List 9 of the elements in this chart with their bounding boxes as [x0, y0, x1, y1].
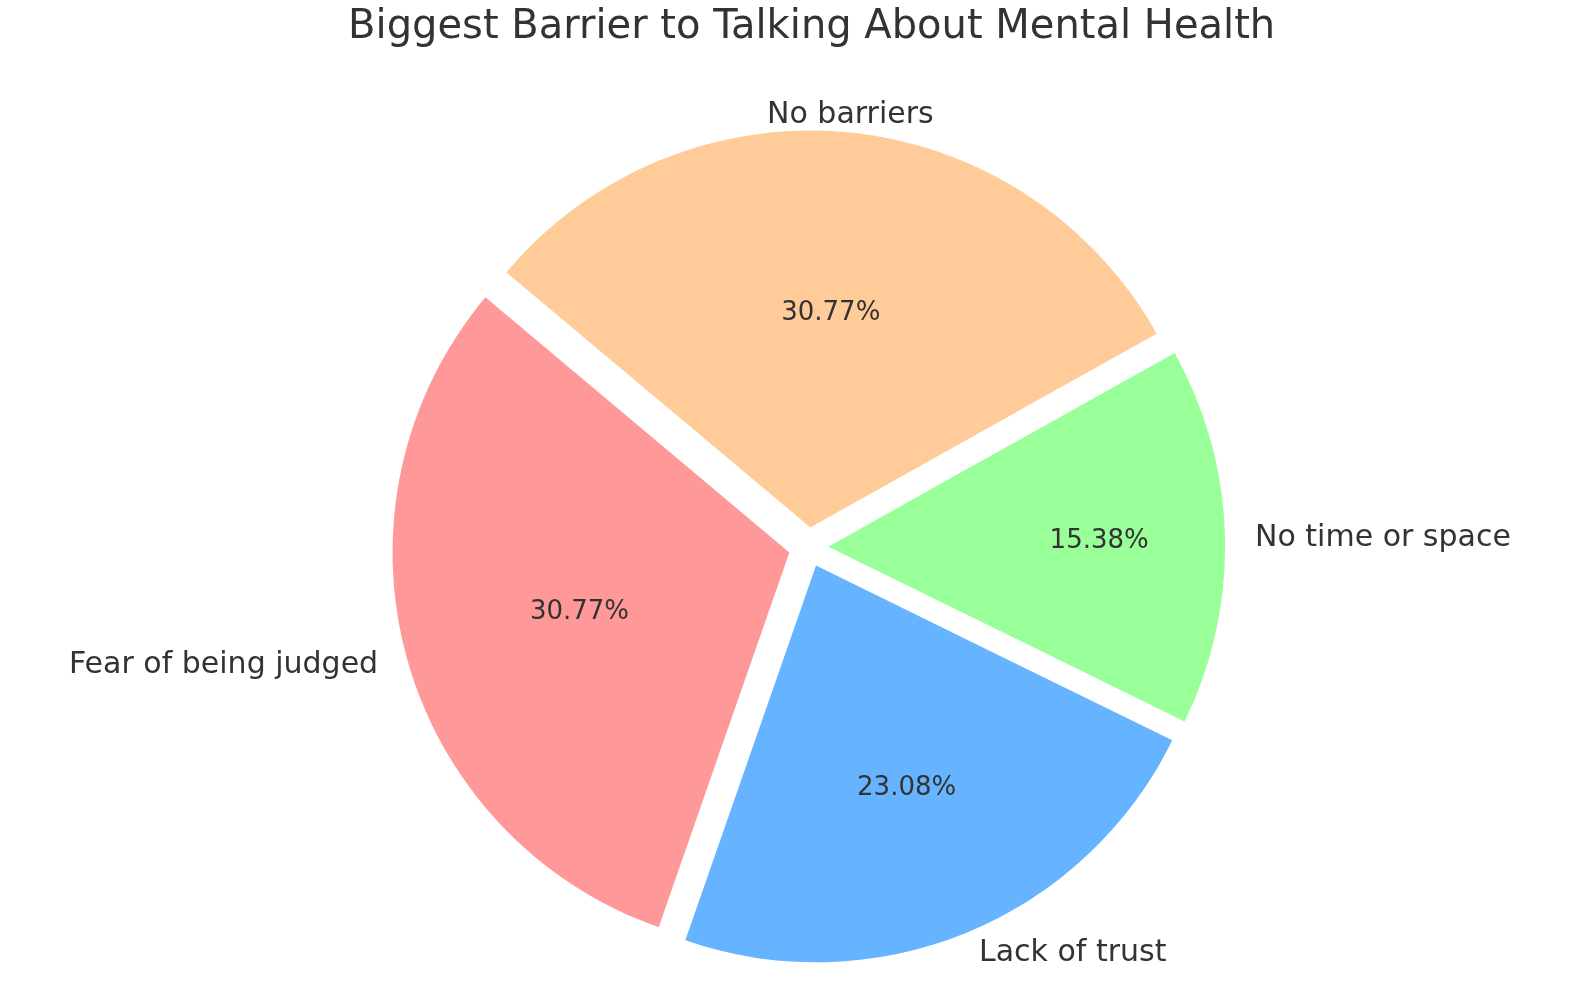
slice-label: Fear of being judged [69, 645, 379, 680]
slice-label: No barriers [767, 95, 934, 130]
slice-label: Lack of trust [979, 933, 1167, 968]
chart-title: Biggest Barrier to Talking About Mental Health [348, 1, 1276, 48]
data-label: 23.08% [857, 771, 957, 802]
data-label: 30.77% [529, 595, 630, 626]
slice-label: No time or space [1255, 518, 1511, 553]
data-label: 15.38% [1049, 524, 1149, 555]
data-label: 30.77% [781, 295, 881, 326]
